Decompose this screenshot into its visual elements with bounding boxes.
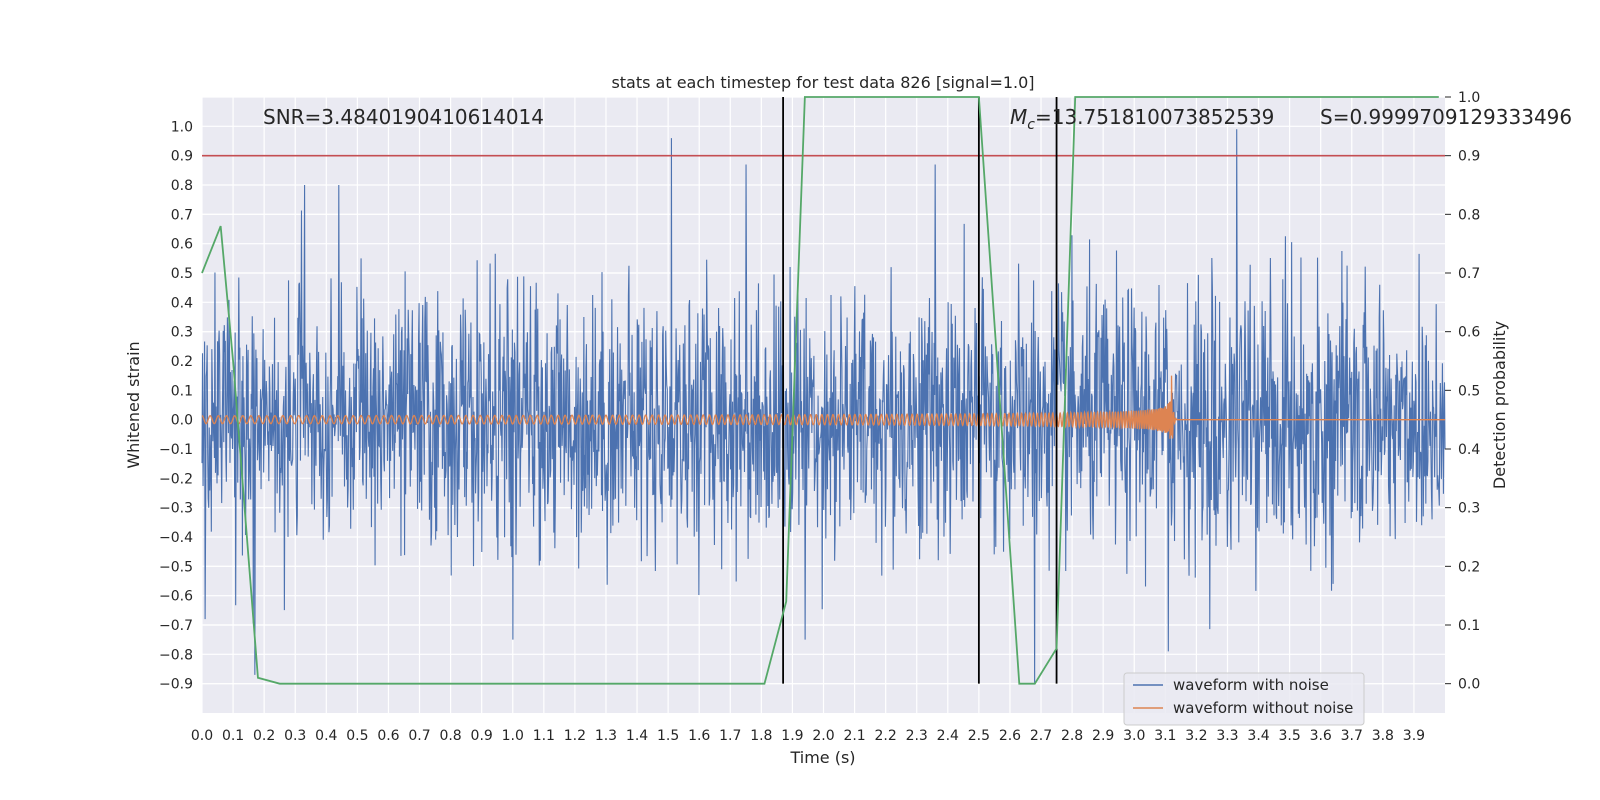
x-tick-label: 1.4 [626,728,648,744]
y-left-tick-label: −0.7 [159,618,193,634]
y-left-tick-label: 0.4 [171,295,193,311]
y-left-tick-label: 0.6 [171,237,193,253]
y-left-tick-label: 0.7 [171,207,193,223]
x-tick-label: 2.5 [968,728,990,744]
detection-probability [201,96,1439,685]
y-right-tick-label: 0.1 [1458,618,1480,634]
x-tick-label: 2.8 [1061,728,1083,744]
x-tick-label: 2.0 [812,728,834,744]
x-tick-label: 1.7 [719,728,741,744]
y-right-tick-label: 0.8 [1458,207,1480,223]
y-left-tick-label: 0.3 [171,325,193,341]
y-left-tick-label: 0.8 [171,178,193,194]
x-tick-label: 0.2 [253,728,275,744]
legend-label-clean: waveform without noise [1173,699,1353,717]
x-tick-label: 3.0 [1123,728,1145,744]
x-tick-label: 3.9 [1403,728,1425,744]
x-tick-label: 0.6 [377,728,399,744]
x-tick-label: 1.6 [688,728,710,744]
y-right-tick-label: 0.5 [1458,383,1480,399]
x-tick-label: 2.4 [937,728,959,744]
chirp-trace [201,375,1445,439]
y-right-tick-label: 0.6 [1458,325,1480,341]
x-tick-label: 3.6 [1310,728,1332,744]
y-left-tick-label: −0.6 [159,589,193,605]
x-tick-label: 2.7 [1030,728,1052,744]
x-tick-label: 2.9 [1092,728,1114,744]
y-axis-label-right: Detection probability [1490,321,1509,489]
s-annotation: S=0.9999709129333496 [1320,105,1572,129]
waveform-without-noise [201,375,1445,439]
vertical-markers [202,97,1445,684]
y-right-tick-label: 0.7 [1458,266,1480,282]
x-tick-label: 1.9 [781,728,803,744]
y-left-tick-label: −0.5 [159,559,193,575]
x-tick-label: 0.5 [346,728,368,744]
waveform-with-noise [201,129,1446,684]
y-right-tick-label: 0.0 [1458,677,1480,693]
x-tick-label: 3.1 [1154,728,1176,744]
chart-title: stats at each timestep for test data 826… [611,73,1034,92]
x-tick-label: 1.1 [533,728,555,744]
legend: waveform with noise waveform without noi… [1123,672,1365,726]
x-tick-label: 2.3 [906,728,928,744]
y-left-tick-label: −0.8 [159,647,193,663]
y-left-tick-label: 1.0 [171,119,193,135]
y-axis-label-left: Whitened strain [124,341,143,468]
probability-line [201,96,1439,685]
x-tick-label: 1.5 [657,728,679,744]
x-tick-label: 0.4 [315,728,337,744]
chirp-mass-annotation: Mc=13.751810073852539 [1010,105,1274,133]
y-left-tick-label: 0.0 [171,413,193,429]
y-left-tick-label: 0.5 [171,266,193,282]
x-tick-label: 0.1 [222,728,244,744]
legend-box [1123,672,1365,726]
x-tick-label: 1.3 [595,728,617,744]
y-left-tick-label: 0.1 [171,383,193,399]
x-tick-label: 0.9 [471,728,493,744]
chirp-mass-subscript: c [1027,117,1035,133]
legend-label-noise: waveform with noise [1173,676,1329,694]
chirp-mass-symbol: M [1010,105,1027,129]
x-tick-label: 3.8 [1372,728,1394,744]
noise-trace [201,129,1446,684]
x-tick-label: 2.2 [875,728,897,744]
x-tick-label: 3.2 [1185,728,1207,744]
chirp-mass-value: =13.751810073852539 [1035,105,1274,129]
x-tick-label: 3.4 [1247,728,1269,744]
y-left-tick-label: −0.1 [159,442,193,458]
x-tick-label: 3.7 [1341,728,1363,744]
x-tick-label: 3.5 [1278,728,1300,744]
y-right-tick-label: 1.0 [1458,90,1480,106]
y-right-tick-label: 0.9 [1458,149,1480,165]
y-left-tick-label: 0.9 [171,149,193,165]
x-tick-label: 1.0 [502,728,524,744]
tick-labels: 0.0 0.1 0.2 0.3 0.4 0.5 0.6 0.7 0.8 0.9 1.0 1.1 1.2 1… [159,90,1480,744]
x-tick-label: 1.8 [750,728,772,744]
snr-annotation: SNR=3.4840190410614014 [263,105,544,129]
y-left-tick-label: −0.4 [159,530,193,546]
x-tick-label: 2.6 [999,728,1021,744]
y-left-tick-label: −0.2 [159,471,193,487]
y-right-tick-label: 0.4 [1458,442,1480,458]
y-right-tick-label: 0.3 [1458,501,1480,517]
y-left-tick-label: −0.3 [159,501,193,517]
x-tick-label: 0.0 [191,728,213,744]
y-left-tick-label: −0.9 [159,677,193,693]
x-tick-label: 0.3 [284,728,306,744]
x-tick-label: 1.2 [564,728,586,744]
x-tick-label: 0.7 [408,728,430,744]
x-tick-label: 2.1 [843,728,865,744]
y-left-tick-label: 0.2 [171,354,193,370]
x-tick-label: 3.3 [1216,728,1238,744]
y-right-tick-label: 0.2 [1458,559,1480,575]
x-axis-label: Time (s) [789,748,855,767]
x-tick-label: 0.8 [439,728,461,744]
